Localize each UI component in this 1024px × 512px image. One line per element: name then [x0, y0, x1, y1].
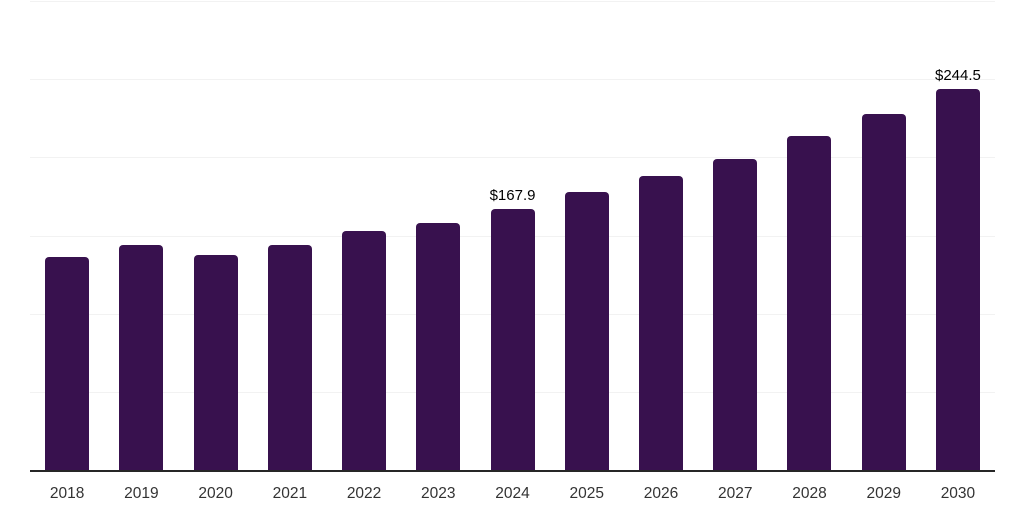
- bar-slot-2020: [178, 2, 252, 471]
- x-tick-label-2018: 2018: [49, 485, 85, 502]
- bar-slot-2030: $244.5: [921, 2, 995, 471]
- x-tick-label-2029: 2029: [866, 485, 901, 502]
- gridline-300: [30, 1, 995, 2]
- x-axis-line: [30, 470, 995, 472]
- bar-2019: [119, 244, 164, 471]
- x-tick-label-2020: 2020: [198, 485, 233, 502]
- bar-2023: [416, 222, 461, 471]
- bar-slot-2027: [698, 2, 772, 471]
- bar-slot-2023: [401, 2, 475, 471]
- x-tick-label-2023: 2023: [421, 485, 456, 502]
- x-tick-label-2027: 2027: [717, 485, 753, 502]
- bar-2026: [638, 176, 683, 471]
- bar-value-label-2024: $167.9: [489, 186, 536, 204]
- x-axis-labels: 2018 2019 2020 2021 2022 2023 2024 2025 2026 2027…: [30, 485, 995, 503]
- bar-slot-2021: [253, 2, 327, 471]
- bar-slot-2028: [772, 2, 846, 471]
- x-tick-label-2025: 2025: [569, 485, 604, 502]
- bar-slot-2029: [847, 2, 921, 471]
- x-tick-label-2021: 2021: [272, 485, 308, 502]
- bar-2027: [713, 158, 758, 471]
- gridline-200: [30, 157, 995, 159]
- plot-area: $167.9 $244.5: [30, 1, 995, 472]
- x-tick-label-2026: 2026: [643, 485, 679, 502]
- bar-slot-2024: $167.9: [475, 2, 549, 471]
- bar-2028: [787, 136, 832, 471]
- bar-slot-2019: [104, 2, 178, 471]
- bar-2022: [342, 231, 387, 471]
- bar-2021: [267, 245, 312, 471]
- bar-2025: [564, 192, 609, 471]
- bars-row: $167.9 $244.5: [30, 2, 995, 471]
- x-tick-label-2019: 2019: [124, 485, 159, 502]
- bar-2018: [45, 256, 90, 471]
- bar-2024: [490, 208, 535, 471]
- gridline-250: [30, 79, 995, 81]
- bar-2030: [935, 88, 980, 471]
- x-tick-label-2024: 2024: [495, 485, 530, 502]
- x-tick-label-2030: 2030: [940, 485, 976, 502]
- bar-slot-2022: [327, 2, 401, 471]
- bar-slot-2018: [30, 2, 104, 471]
- bar-slot-2026: [624, 2, 698, 471]
- x-tick-label-2028: 2028: [792, 485, 827, 502]
- bar-2029: [861, 113, 906, 471]
- x-tick-label-2022: 2022: [346, 485, 382, 502]
- bar-value-label-2030: $244.5: [934, 66, 981, 84]
- bar-slot-2025: [550, 2, 624, 471]
- bar-2020: [193, 254, 238, 471]
